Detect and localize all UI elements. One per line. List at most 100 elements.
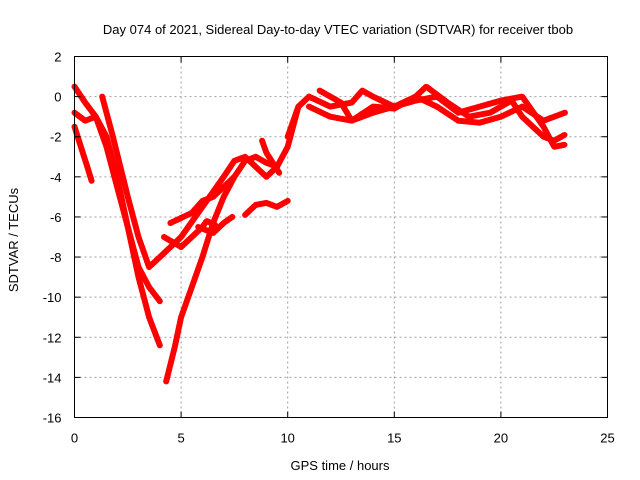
plot-frame [74,56,608,418]
series-line [195,213,236,236]
y-tick-label: -12 [43,330,62,345]
data-point [519,114,525,120]
data-point [327,104,333,110]
data-point [306,94,312,100]
y-tick-label: -10 [43,290,62,305]
data-point [370,104,376,110]
grid [74,56,608,418]
data-point [221,194,227,200]
data-point [231,158,237,164]
data-point [242,158,248,164]
data-point [455,118,461,124]
data-point [540,118,547,124]
data-point [562,132,568,138]
data-point [93,114,99,120]
data-point [231,174,237,180]
data-point [125,194,131,200]
data-point [285,144,291,150]
data-point [498,98,504,104]
data-point [99,94,105,100]
data-point [167,220,173,226]
data-point [317,88,323,94]
axis-ticks: 0 5 10 15 20 25 -16 -14 -12 -10 -8 -6 -4 -2 0 2 [43,50,615,446]
y-tick-label: -8 [50,250,62,265]
y-tick-label: -6 [50,210,62,225]
data-point [199,254,205,260]
y-tick-label: -16 [43,411,62,426]
data-point [263,160,269,166]
data-point [270,160,276,166]
data-point [370,110,376,116]
data-point [327,114,333,120]
data-point [82,100,88,106]
data-point [413,94,419,100]
data-point [445,100,451,106]
data-point [487,110,493,116]
data-point [229,214,235,220]
data-point [498,114,504,120]
data-point [82,118,88,124]
data-point [466,114,472,120]
data-point [562,110,568,116]
data-point [189,234,195,240]
x-tick-label: 10 [280,431,294,446]
data-point [189,210,195,216]
data-point [263,150,269,156]
data-point [146,264,152,270]
x-tick-label: 25 [600,431,614,446]
data-point [349,118,355,124]
y-tick-label: 0 [54,90,61,105]
data-point [562,142,568,148]
x-tick-label: 20 [494,431,508,446]
data-point [263,174,269,180]
data-point [259,138,265,144]
data-point [349,100,355,106]
data-point [157,254,163,260]
data-point [477,120,483,126]
x-tick-label: 15 [387,431,401,446]
data-point [253,164,259,170]
data-point [551,144,557,150]
data-point [276,170,282,176]
data-point [103,134,110,140]
y-tick-label: -2 [50,130,62,145]
data-point [242,212,248,218]
data-point [189,284,195,290]
data-point [89,178,95,184]
data-point [295,104,301,110]
data-point [157,342,163,348]
data-point [195,224,201,230]
y-tick-label: 2 [54,50,61,65]
y-axis-label: SDTVAR / TECUs [6,187,21,292]
x-axis-label: GPS time / hours [291,458,390,473]
y-tick-label: -4 [50,170,62,185]
x-tick-label: 0 [71,431,78,446]
data-point [146,284,152,290]
data-point [359,88,365,94]
data-point [135,274,142,280]
data-point [477,104,483,110]
data-point [519,94,525,100]
data-point [210,220,216,226]
data-point [204,218,210,224]
data-point [370,94,376,100]
data-point [519,104,525,110]
x-tick-label: 5 [177,431,184,446]
data-point [84,164,90,170]
data-point [338,100,344,106]
data-point [263,200,269,206]
data-point [551,138,557,144]
data-point [157,298,163,304]
data-point [210,194,216,200]
data-point [253,154,259,160]
data-point [178,244,184,250]
data-point [221,174,227,180]
data-point [199,198,205,204]
data-point [178,234,184,240]
data-point [253,202,259,208]
data-point [221,220,227,226]
data-point [391,106,397,112]
data-point [306,104,312,110]
